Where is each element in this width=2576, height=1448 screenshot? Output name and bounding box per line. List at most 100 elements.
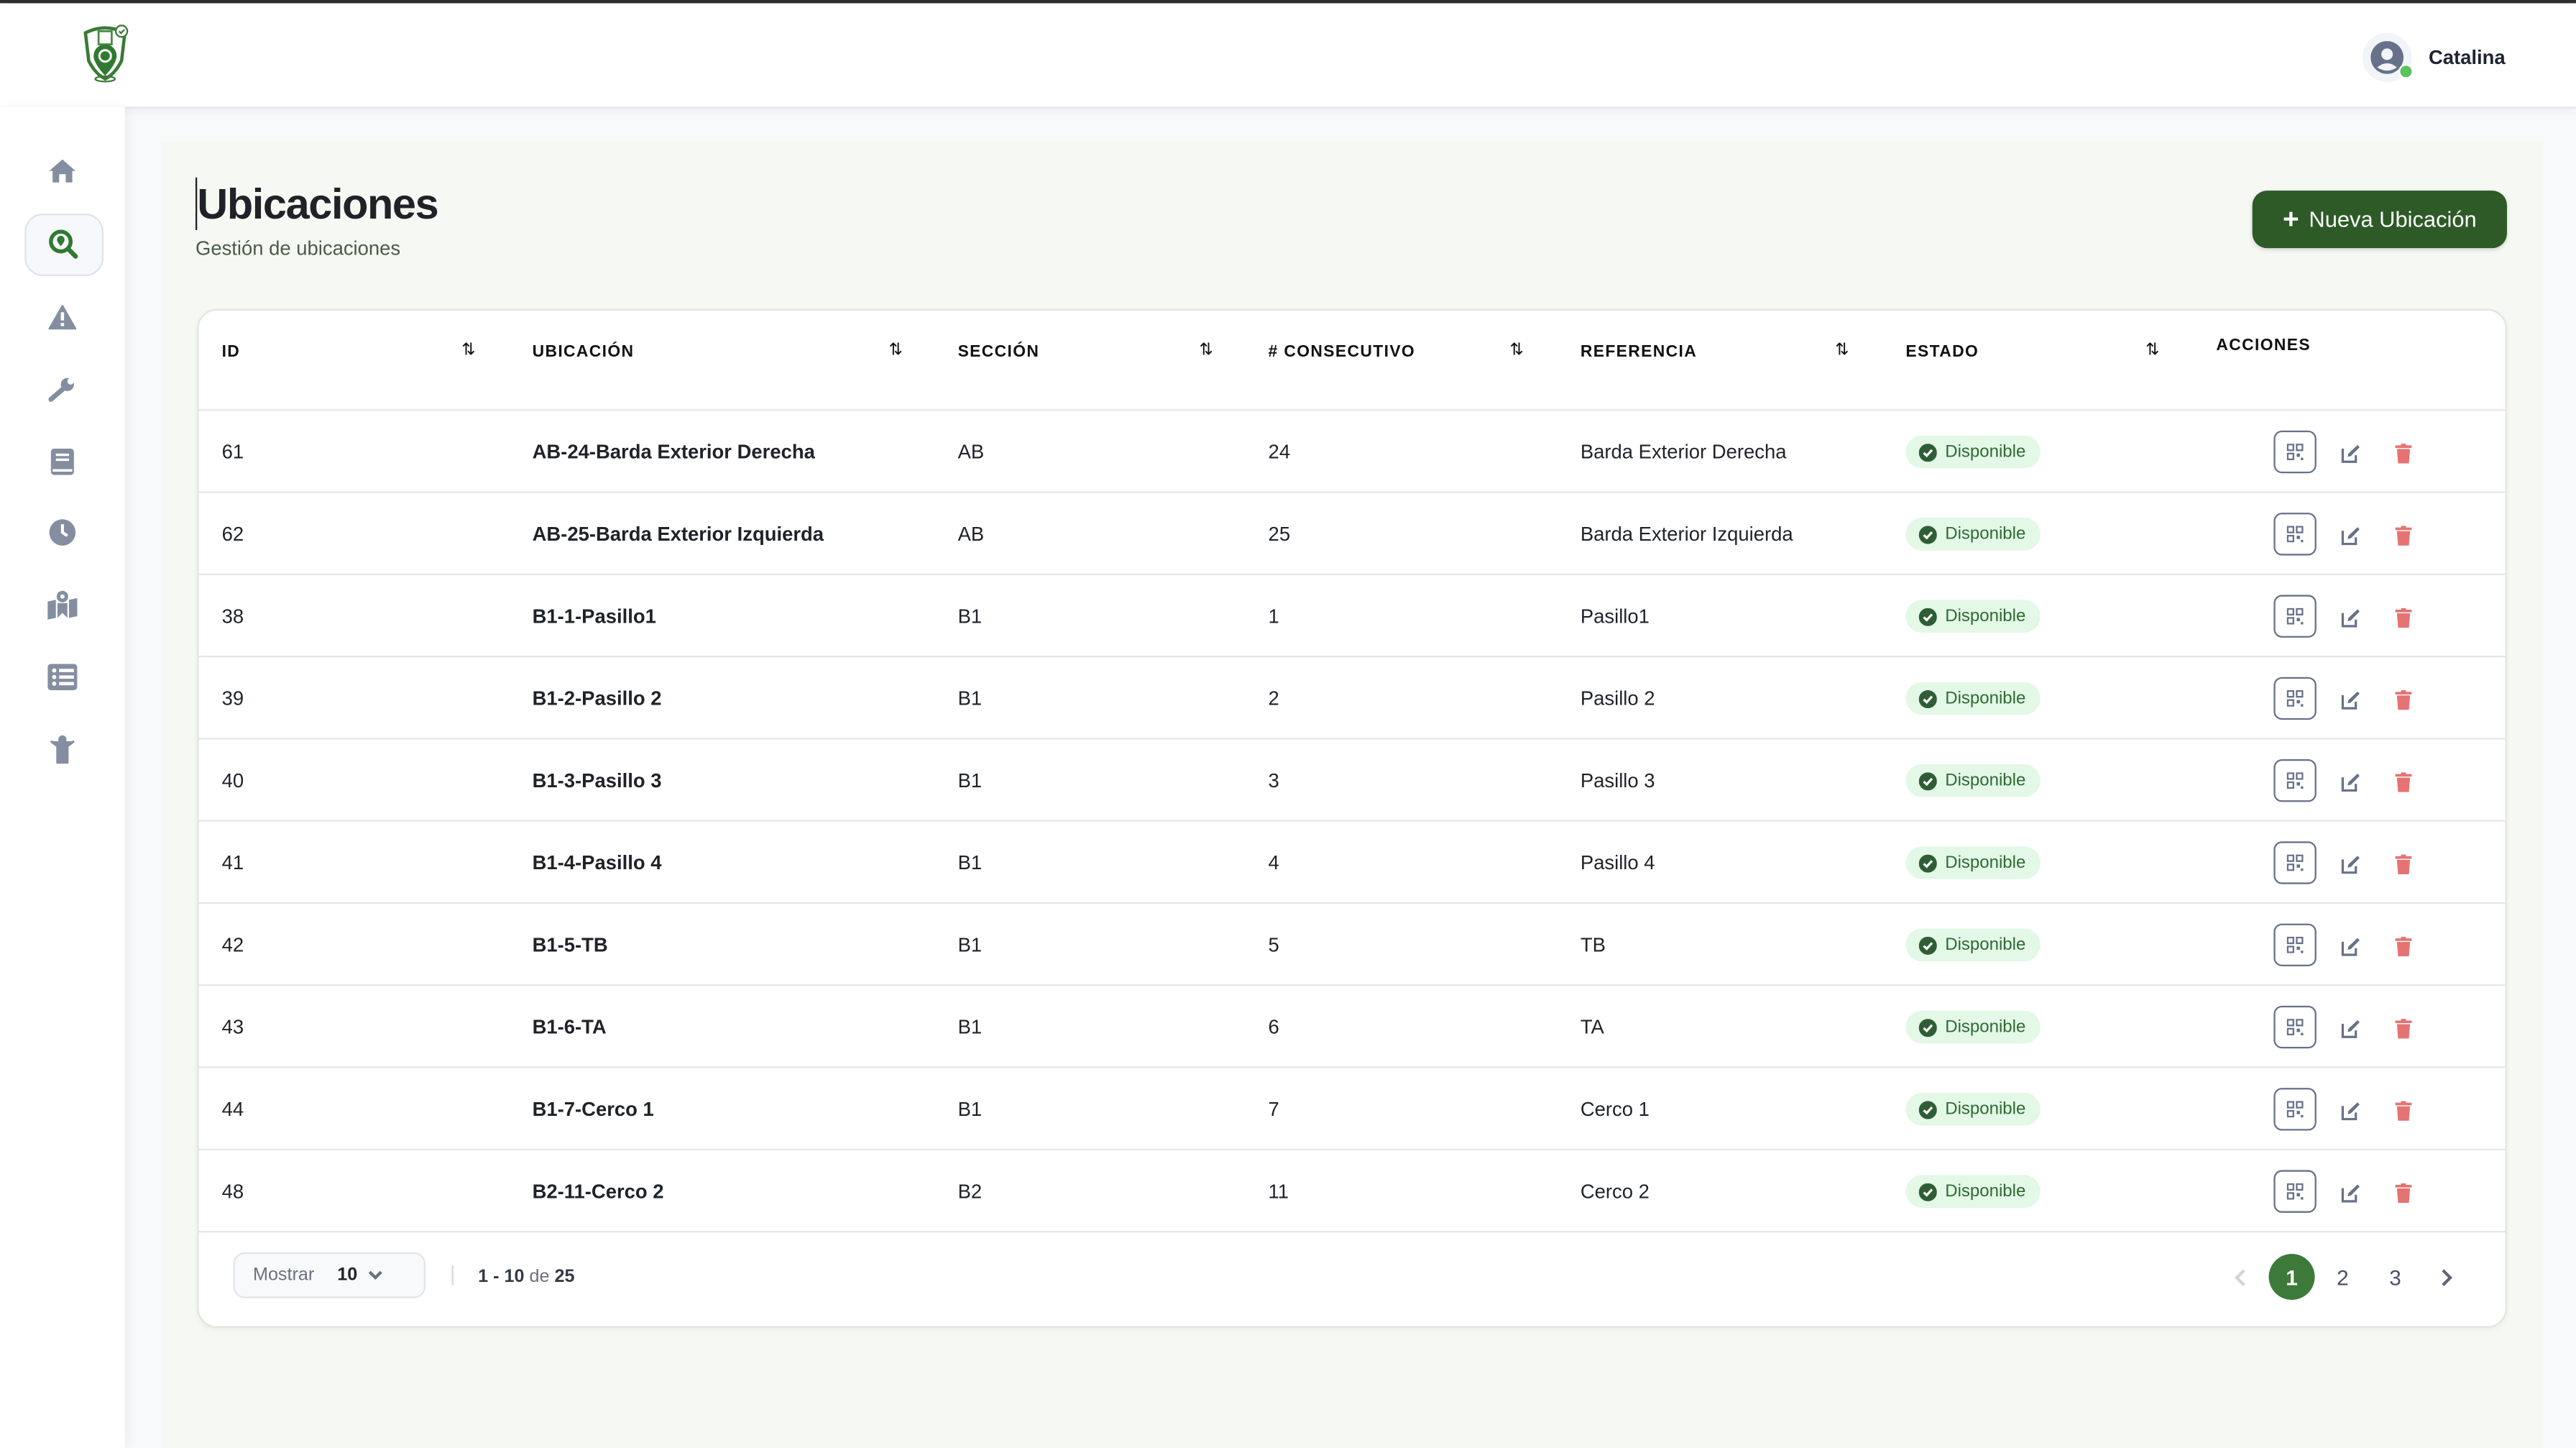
sidebar-item-map[interactable] bbox=[24, 575, 100, 634]
cell-ubicacion: B1-5-TB bbox=[532, 933, 608, 957]
qr-code-button[interactable] bbox=[2273, 923, 2317, 966]
user-name: Catalina bbox=[2428, 45, 2506, 68]
delete-button[interactable] bbox=[2395, 524, 2412, 554]
edit-button[interactable] bbox=[2341, 1099, 2360, 1129]
column-header-ubicacion[interactable]: UBICACIÓN bbox=[532, 343, 635, 362]
sidebar bbox=[0, 106, 125, 1448]
delete-button[interactable] bbox=[2395, 689, 2412, 718]
sort-icon[interactable]: ⇅ bbox=[1199, 342, 1213, 360]
edit-button[interactable] bbox=[2341, 1181, 2360, 1211]
sidebar-item-list[interactable] bbox=[24, 648, 100, 707]
sort-icon[interactable]: ⇅ bbox=[1835, 342, 1849, 360]
cell-id: 62 bbox=[221, 522, 244, 546]
qr-code-button[interactable] bbox=[2273, 1088, 2317, 1131]
sort-icon[interactable]: ⇅ bbox=[1509, 342, 1524, 360]
qr-code-button[interactable] bbox=[2273, 759, 2317, 802]
edit-button[interactable] bbox=[2341, 524, 2360, 554]
delete-button[interactable] bbox=[2395, 935, 2412, 965]
cell-referencia: TA bbox=[1580, 1015, 1604, 1039]
delete-button[interactable] bbox=[2395, 1181, 2412, 1211]
qr-code-button[interactable] bbox=[2273, 430, 2317, 474]
column-header-consecutivo[interactable]: # CONSECUTIVO bbox=[1268, 343, 1416, 362]
page-button-3[interactable]: 3 bbox=[2389, 1264, 2401, 1290]
column-header-estado[interactable]: ESTADO bbox=[1905, 343, 1979, 362]
cell-consecutivo: 1 bbox=[1268, 605, 1279, 628]
column-header-seccion[interactable]: SECCIÓN bbox=[957, 343, 1040, 362]
edit-button[interactable] bbox=[2341, 853, 2360, 882]
cell-id: 38 bbox=[221, 605, 244, 628]
cell-ubicacion: B1-6-TA bbox=[532, 1015, 607, 1039]
delete-button[interactable] bbox=[2395, 1017, 2412, 1047]
table-row: 44 B1-7-Cerco 1 B1 7 Cerco 1 Disponible bbox=[199, 1068, 2506, 1150]
list-icon bbox=[47, 664, 78, 690]
sidebar-item-alerts[interactable] bbox=[24, 288, 100, 347]
sidebar-item-locations[interactable] bbox=[24, 214, 104, 276]
cell-ubicacion: B1-3-Pasillo 3 bbox=[532, 769, 662, 792]
previous-page-button[interactable] bbox=[2216, 1254, 2262, 1300]
status-label: Disponible bbox=[1945, 606, 2026, 626]
trash-icon bbox=[2395, 526, 2412, 546]
cell-referencia: Barda Exterior Izquierda bbox=[1580, 522, 1793, 546]
cell-id: 43 bbox=[221, 1015, 244, 1039]
cell-seccion: B2 bbox=[957, 1180, 983, 1204]
qr-code-button[interactable] bbox=[2273, 595, 2317, 638]
status-badge: Disponible bbox=[1905, 1175, 2041, 1208]
column-header-referencia[interactable]: REFERENCIA bbox=[1580, 343, 1698, 362]
sort-icon[interactable]: ⇅ bbox=[888, 342, 903, 360]
new-location-button[interactable]: + Nueva Ubicación bbox=[2252, 191, 2507, 249]
edit-button[interactable] bbox=[2341, 935, 2360, 965]
wrench-icon bbox=[48, 377, 74, 402]
status-label: Disponible bbox=[1945, 935, 2026, 955]
edit-button[interactable] bbox=[2341, 1017, 2360, 1047]
table-row: 39 B1-2-Pasillo 2 B1 2 Pasillo 2 Disponi… bbox=[199, 657, 2506, 739]
edit-button[interactable] bbox=[2341, 442, 2360, 472]
new-location-label: Nueva Ubicación bbox=[2309, 206, 2477, 232]
sort-icon[interactable]: ⇅ bbox=[461, 342, 476, 360]
sidebar-item-book[interactable] bbox=[24, 432, 100, 491]
window-top-border bbox=[0, 0, 2576, 3]
cell-consecutivo: 24 bbox=[1268, 440, 1291, 464]
cell-consecutivo: 11 bbox=[1268, 1180, 1289, 1204]
edit-button[interactable] bbox=[2341, 689, 2360, 718]
next-page-button[interactable] bbox=[2423, 1254, 2469, 1300]
table-row: 40 B1-3-Pasillo 3 B1 3 Pasillo 3 Disponi… bbox=[199, 740, 2506, 822]
sidebar-item-home[interactable] bbox=[24, 142, 100, 201]
qr-code-button[interactable] bbox=[2273, 513, 2317, 556]
page-size-select[interactable]: Mostrar 10 bbox=[233, 1252, 426, 1298]
chevron-left-icon bbox=[2233, 1268, 2245, 1286]
user-menu[interactable]: Catalina bbox=[2363, 32, 2506, 82]
delete-button[interactable] bbox=[2395, 1099, 2412, 1129]
edit-icon bbox=[2341, 1102, 2360, 1121]
trash-icon bbox=[2395, 854, 2412, 874]
cell-seccion: B1 bbox=[957, 687, 983, 710]
cell-ubicacion: B1-2-Pasillo 2 bbox=[532, 687, 662, 710]
qr-code-button[interactable] bbox=[2273, 841, 2317, 884]
delete-button[interactable] bbox=[2395, 442, 2412, 472]
page-button-1[interactable]: 1 bbox=[2268, 1253, 2315, 1300]
check-circle-icon bbox=[1918, 935, 1937, 954]
qr-code-icon bbox=[2286, 772, 2304, 789]
sidebar-item-maintenance[interactable] bbox=[24, 360, 100, 419]
delete-button[interactable] bbox=[2395, 606, 2412, 636]
sort-icon[interactable]: ⇅ bbox=[2145, 342, 2160, 360]
delete-button[interactable] bbox=[2395, 853, 2412, 882]
divider bbox=[198, 738, 2506, 740]
delete-button[interactable] bbox=[2395, 771, 2412, 800]
cell-seccion: B1 bbox=[957, 933, 983, 957]
cell-ubicacion: AB-25-Barda Exterior Izquierda bbox=[532, 522, 824, 546]
cell-id: 61 bbox=[221, 440, 244, 464]
sidebar-item-personnel[interactable] bbox=[24, 720, 100, 779]
app-logo[interactable] bbox=[79, 24, 132, 83]
trash-icon bbox=[2395, 444, 2412, 464]
edit-button[interactable] bbox=[2341, 606, 2360, 636]
sidebar-item-history[interactable] bbox=[24, 503, 100, 562]
page-button-2[interactable]: 2 bbox=[2337, 1264, 2349, 1290]
edit-button[interactable] bbox=[2341, 771, 2360, 800]
column-header-id[interactable]: ID bbox=[221, 343, 241, 362]
status-badge: Disponible bbox=[1905, 435, 2041, 469]
qr-code-button[interactable] bbox=[2273, 1170, 2317, 1213]
cell-consecutivo: 5 bbox=[1268, 933, 1279, 957]
divider bbox=[198, 1148, 2506, 1150]
qr-code-button[interactable] bbox=[2273, 677, 2317, 720]
qr-code-button[interactable] bbox=[2273, 1005, 2317, 1049]
